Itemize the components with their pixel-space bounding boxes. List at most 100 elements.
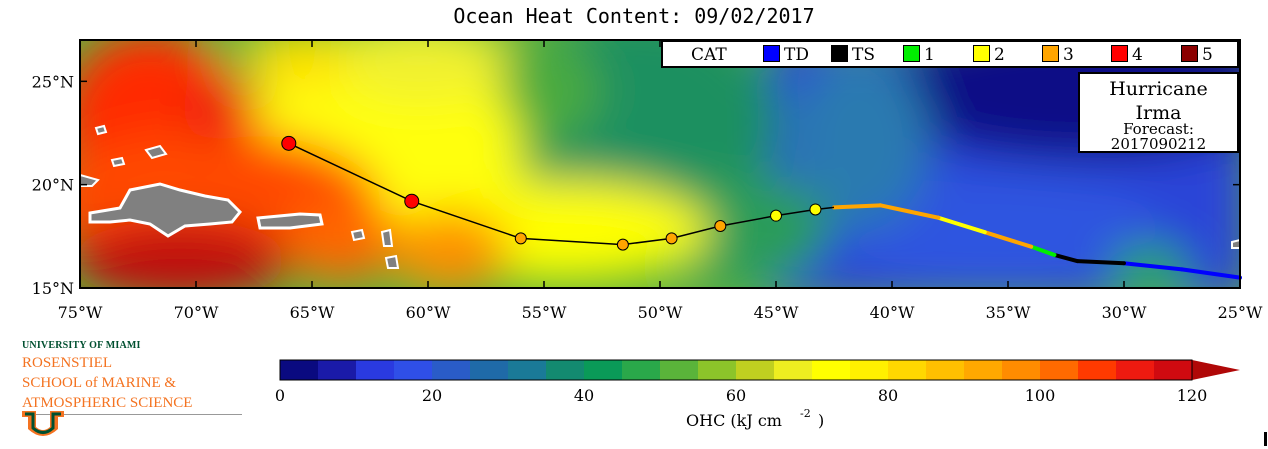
colorbar-tick-label: 20 xyxy=(422,386,442,405)
forecast-point xyxy=(665,232,678,245)
legend-item-cat3: 3 xyxy=(1042,45,1074,65)
university-name: UNIVERSITY OF MIAMI xyxy=(22,340,141,351)
legend-header: CAT xyxy=(691,45,727,65)
legend-label: 5 xyxy=(1202,45,1213,65)
observed-track-segment xyxy=(1122,261,1184,272)
rsmas-logo: UNIVERSITY OF MIAMI ROSENSTIEL SCHOOL of… xyxy=(22,340,247,415)
observed-track-segment xyxy=(982,230,1034,249)
corner-mark xyxy=(1264,432,1267,446)
colorbar-bin xyxy=(356,360,395,380)
forecast-point xyxy=(404,193,420,209)
colorbar-bin xyxy=(964,360,1003,380)
colorbar-bin xyxy=(926,360,965,380)
legend-swatch xyxy=(763,45,780,62)
legend-swatch xyxy=(1181,45,1198,62)
observed-track-segment xyxy=(1075,259,1126,266)
forecast-point xyxy=(714,220,727,232)
lon-label: 40°W xyxy=(870,303,915,322)
storm-type: Hurricane xyxy=(1109,78,1208,100)
colorbar-tick-label: 0 xyxy=(275,386,285,405)
observed-track-segment xyxy=(1180,267,1242,280)
lon-label: 35°W xyxy=(986,303,1031,322)
colorbar: 0 20 40 60 80 100 120 xyxy=(275,359,1240,405)
forecast-point xyxy=(770,209,782,222)
forecast-time: 2017090212 xyxy=(1110,135,1207,153)
lat-label: 15°N xyxy=(32,279,74,298)
colorbar-arrow xyxy=(1192,360,1240,380)
observed-track-segment xyxy=(1052,252,1080,264)
lon-label: 60°W xyxy=(406,303,451,322)
colorbar-bin xyxy=(888,360,927,380)
colorbar-tick-label: 60 xyxy=(726,386,746,405)
colorbar-label-prefix: OHC (kJ cm xyxy=(686,411,782,430)
lon-label: 25°W xyxy=(1218,303,1263,322)
school-line-1: ROSENSTIEL xyxy=(22,355,112,371)
lon-label: 65°W xyxy=(290,303,335,322)
colorbar-label-exp: -2 xyxy=(800,407,811,420)
forecast-label: Forecast: xyxy=(1123,120,1194,138)
legend-item-cat2: 2 xyxy=(973,45,1005,65)
land-small-islands xyxy=(94,124,1240,269)
legend-swatch xyxy=(1042,45,1059,62)
lon-label: 30°W xyxy=(1102,303,1147,322)
map-axes: 75°W 70°W 65°W 60°W 55°W 50°W 45°W 40°W 35°W 30°W… xyxy=(32,40,1263,322)
forecast-point xyxy=(616,238,629,251)
colorbar-bin xyxy=(698,360,737,380)
colorbar-bin xyxy=(470,360,509,380)
colorbar-bin xyxy=(660,360,699,380)
legend-item-ts: TS xyxy=(831,45,875,65)
colorbar-bin xyxy=(736,360,775,380)
colorbar-bin xyxy=(584,360,623,380)
colorbar-bin xyxy=(622,360,661,380)
colorbar-bin xyxy=(1154,360,1193,380)
forecast-point xyxy=(809,203,822,216)
lon-label: 45°W xyxy=(754,303,799,322)
colorbar-bin xyxy=(1078,360,1117,380)
colorbar-bin xyxy=(318,360,357,380)
legend-item-cat1: 1 xyxy=(903,45,935,65)
legend-label: 4 xyxy=(1132,45,1143,65)
legend-swatch xyxy=(1111,45,1128,62)
legend-swatch xyxy=(903,45,920,62)
colorbar-frame xyxy=(279,359,1193,381)
colorbar-bin xyxy=(508,360,547,380)
lon-label: 70°W xyxy=(174,303,219,322)
legend-swatch xyxy=(973,45,990,62)
legend-item-td: TD xyxy=(763,45,809,65)
colorbar-bin xyxy=(432,360,471,380)
hurricane-track xyxy=(281,135,1242,280)
lon-label: 55°W xyxy=(522,303,567,322)
colorbar-bin xyxy=(1002,360,1041,380)
forecast-point xyxy=(514,232,527,245)
observed-track-segment xyxy=(1029,244,1057,257)
u-logo-icon xyxy=(22,411,64,436)
lat-label: 20°N xyxy=(32,176,74,195)
legend-item-cat5: 5 xyxy=(1181,45,1213,65)
colorbar-bin xyxy=(546,360,585,380)
legend-item-cat4: 4 xyxy=(1111,45,1143,65)
colorbar-tick-label: 120 xyxy=(1177,386,1208,405)
colorbar-label: OHC (kJ cm -2 ) xyxy=(686,407,824,430)
map-title: Ocean Heat Content: 09/02/2017 xyxy=(453,4,815,28)
lon-label: 50°W xyxy=(638,303,683,322)
logo-divider xyxy=(22,414,242,415)
storm-info-box: Hurricane Irma Forecast: 2017090212 xyxy=(1078,72,1239,153)
storm-name: Irma xyxy=(1135,102,1182,124)
colorbar-tick-label: 80 xyxy=(878,386,898,405)
school-line-3: ATMOSPHERIC SCIENCE xyxy=(22,395,193,411)
land-puerto-rico xyxy=(256,212,324,230)
school-line-2: SCHOOL of MARINE & xyxy=(22,375,177,391)
legend-label: TD xyxy=(784,45,809,65)
colorbar-tick-label: 100 xyxy=(1025,386,1056,405)
forecast-point xyxy=(281,135,297,151)
legend-swatch xyxy=(831,45,848,62)
colorbar-bin xyxy=(394,360,433,380)
legend-label: 3 xyxy=(1063,45,1074,65)
land-hispaniola xyxy=(80,173,243,238)
colorbar-bin xyxy=(1116,360,1155,380)
colorbar-bin xyxy=(280,360,319,380)
lat-label: 25°N xyxy=(32,72,74,91)
observed-track-segment xyxy=(832,203,883,210)
lon-label: 75°W xyxy=(58,303,103,322)
